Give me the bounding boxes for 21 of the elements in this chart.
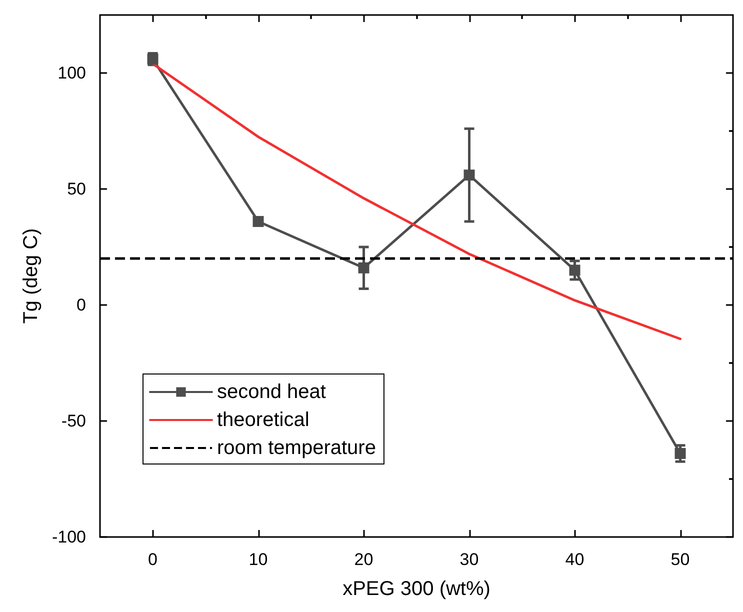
y-tick-label: -100	[52, 528, 86, 546]
point	[464, 170, 475, 181]
x-tick-label: 30	[460, 550, 479, 569]
point	[358, 262, 370, 274]
x-tick-label: 40	[565, 550, 584, 569]
point	[252, 216, 264, 227]
x-axis-title: xPEG 300 (wt%)	[342, 578, 490, 600]
legend-label: room temperature	[217, 437, 376, 459]
x-tick-label: 50	[670, 550, 690, 569]
y-tick-label: -50	[61, 412, 86, 430]
y-axis-title: Tg (deg C)	[20, 228, 42, 324]
x-tick-label: 20	[354, 550, 374, 569]
x-tick-label: 0	[148, 550, 158, 569]
legend-label: theoretical	[217, 409, 310, 431]
point	[569, 264, 580, 276]
y-tick-label: 0	[76, 296, 86, 314]
y-tick-label: 100	[58, 64, 86, 82]
point	[674, 448, 686, 459]
legend-label: second heat	[217, 381, 326, 403]
x-tick-label: 10	[248, 550, 268, 569]
y-tick-label: 50	[67, 180, 86, 198]
